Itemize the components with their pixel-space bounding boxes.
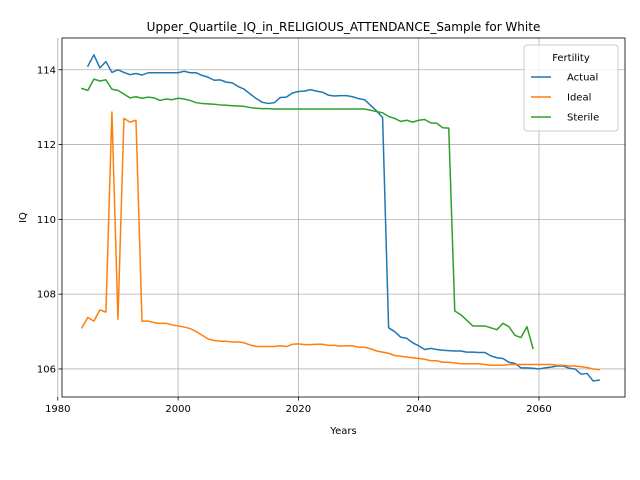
x-axis-label: Years bbox=[329, 426, 356, 437]
series-line-actual bbox=[86, 54, 600, 382]
legend-label-ideal: Ideal bbox=[567, 93, 591, 104]
x-tick-label: 2040 bbox=[406, 404, 431, 415]
y-tick-label: 114 bbox=[37, 65, 56, 76]
y-tick-label: 108 bbox=[37, 290, 56, 301]
chart-title: Upper_Quartile_IQ_in_RELIGIOUS_ATTENDANC… bbox=[147, 20, 541, 34]
series-lines bbox=[80, 54, 600, 382]
x-tick-label: 2000 bbox=[165, 404, 190, 415]
series-line-ideal bbox=[80, 111, 600, 371]
legend-items: Actual Ideal Sterile bbox=[531, 73, 599, 124]
legend: Fertility Actual Ideal Sterile bbox=[523, 44, 619, 132]
axis-ticks: 1980 2000 2020 2040 2060 106 108 110 112 114 bbox=[37, 65, 552, 415]
x-tick-label: 2060 bbox=[526, 404, 551, 415]
legend-label-actual: Actual bbox=[567, 73, 598, 84]
plot-frame bbox=[61, 37, 626, 398]
legend-label-sterile: Sterile bbox=[567, 113, 599, 124]
y-tick-label: 106 bbox=[37, 364, 56, 375]
y-tick-label: 112 bbox=[37, 140, 56, 151]
legend-title: Fertility bbox=[552, 53, 590, 64]
y-tick-label: 110 bbox=[37, 215, 56, 226]
x-tick-label: 2020 bbox=[286, 404, 311, 415]
x-tick-label: 1980 bbox=[45, 404, 70, 415]
legend-box bbox=[523, 44, 619, 132]
y-axis-label: IQ bbox=[18, 212, 29, 223]
series-line-sterile bbox=[80, 78, 534, 350]
